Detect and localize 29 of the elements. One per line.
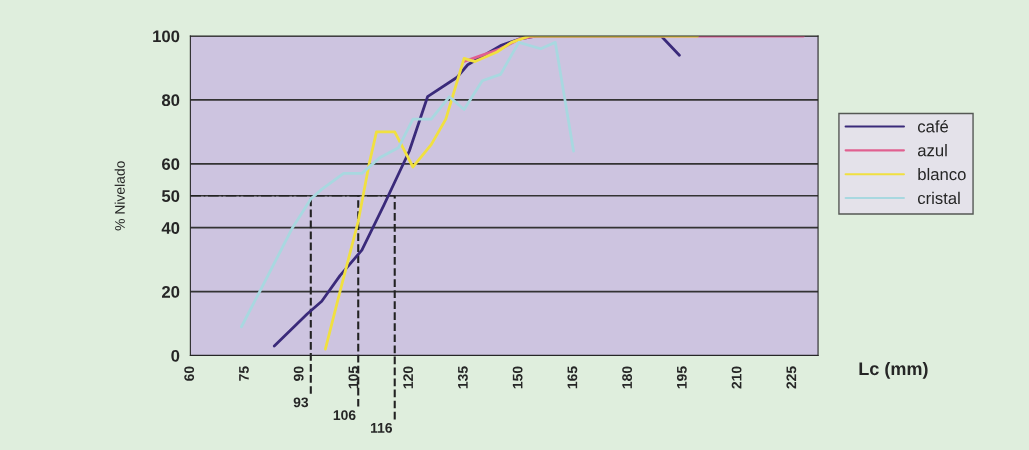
- y-tick-label: 20: [161, 286, 180, 298]
- y-tick-label: 0: [171, 349, 180, 362]
- legend-label: azul: [917, 144, 947, 157]
- legend-label: blanco: [918, 167, 966, 181]
- x-tick-label: 210: [731, 366, 742, 389]
- x-tick-label: 180: [622, 366, 633, 389]
- legend-label: cristal: [917, 191, 960, 205]
- x-tick-label: 75: [239, 366, 249, 381]
- x-axis-title: Lc (mm): [859, 361, 928, 379]
- x-tick-label: 165: [567, 366, 578, 389]
- x-tick-label: 60: [184, 366, 195, 381]
- y-tick-label: 100: [153, 30, 180, 43]
- x-tick-label: 150: [512, 366, 523, 389]
- x-tick-label: 225: [786, 366, 797, 389]
- line-series: [240, 41, 575, 329]
- y-axis-title: % Nivelado: [114, 161, 125, 231]
- legend-label: café: [917, 120, 949, 133]
- y-tick-label: 40: [161, 222, 180, 234]
- ref-line-label: 116: [371, 422, 393, 433]
- x-tick-label: 120: [403, 366, 414, 389]
- y-tick-label: 50: [161, 190, 180, 202]
- y-tick-label: 60: [162, 158, 180, 170]
- x-tick-label: 105: [348, 366, 359, 389]
- ref-line-label: 93: [293, 397, 309, 408]
- x-tick-label: 195: [676, 366, 687, 389]
- x-tick-label: 90: [293, 366, 304, 381]
- y-tick-label: 80: [161, 94, 180, 107]
- ref-line-label: 106: [333, 410, 356, 421]
- x-tick-label: 135: [457, 366, 468, 389]
